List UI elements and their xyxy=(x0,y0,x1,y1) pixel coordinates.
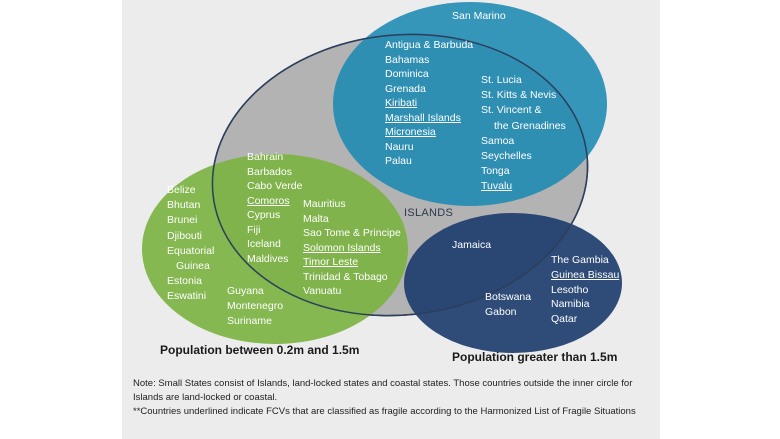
list-item: Samoa xyxy=(481,134,515,147)
list-item: Tonga xyxy=(481,165,510,178)
green-bottom-list: Guyana Montenegro Suriname xyxy=(227,284,283,328)
blue-left-list: Antigua & Barbuda Bahamas Dominica Grena… xyxy=(385,38,473,169)
list-item: Guinea xyxy=(176,260,210,273)
list-item: Palau xyxy=(385,155,412,167)
list-item: Cyprus xyxy=(247,209,281,221)
green-left-list: Belize Bhutan Brunei Djibouti Equatorial… xyxy=(167,183,214,305)
list-item: Maldives xyxy=(247,252,289,265)
list-item: Cabo Verde xyxy=(247,180,303,192)
list-item: Mauritius xyxy=(303,198,346,210)
list-item-fragile: Comoros xyxy=(247,194,290,207)
list-item-fragile: Solomon Islands xyxy=(303,241,381,254)
note-line-2: **Countries underlined indicate FCVs tha… xyxy=(133,406,636,417)
list-item: Trinidad & Tobago xyxy=(303,270,388,283)
list-item: Montenegro xyxy=(227,299,284,312)
list-item-fragile: Tuvalu xyxy=(481,180,513,193)
list-item: Bhutan xyxy=(167,199,201,212)
list-item: Djibouti xyxy=(167,229,203,242)
list-item: Iceland xyxy=(247,238,281,250)
islands-label: ISLANDS xyxy=(404,207,454,219)
list-item: Barbados xyxy=(247,165,292,178)
footnote: Note: Small States consist of Islands, l… xyxy=(133,377,643,419)
list-item-fragile: Micronesia xyxy=(385,126,436,138)
list-item: Estonia xyxy=(167,275,203,288)
list-item: Suriname xyxy=(227,314,272,327)
list-item: Botswana xyxy=(485,291,532,303)
list-item: Eswatini xyxy=(167,290,207,303)
blue-circle xyxy=(333,2,607,206)
list-item: Antigua & Barbuda xyxy=(385,39,474,51)
list-item: Bahrain xyxy=(247,151,284,163)
navy-mid-list: Botswana Gabon xyxy=(485,290,531,320)
list-item-fragile: Guinea Bissau xyxy=(551,268,620,281)
list-item: Dominica xyxy=(385,68,429,80)
list-item: Equatorial xyxy=(167,244,215,257)
list-item: Brunei xyxy=(167,214,198,227)
list-item: Malta xyxy=(303,212,329,225)
list-item: Fiji xyxy=(247,223,261,236)
list-item: Grenada xyxy=(385,82,426,95)
list-item: Bahamas xyxy=(385,53,430,66)
overlap-right-list: Mauritius Malta Sao Tome & Principe Solo… xyxy=(303,197,401,299)
list-item: Seychelles xyxy=(481,150,532,163)
list-item: The Gambia xyxy=(551,254,609,266)
list-item: Namibia xyxy=(551,298,590,311)
list-item: Sao Tome & Principe xyxy=(303,227,401,239)
list-item: Guyana xyxy=(227,285,264,297)
blue-right-list: St. Lucia St. Kitts & Nevis St. Vincent … xyxy=(481,73,566,195)
list-item: Nauru xyxy=(385,140,414,153)
note-line-1: Note: Small States consist of Islands, l… xyxy=(133,378,633,403)
list-item: St. Lucia xyxy=(481,74,522,86)
navy-right-list: The Gambia Guinea Bissau Lesotho Namibia… xyxy=(551,253,619,327)
list-item-fragile: Marshall Islands xyxy=(385,111,461,124)
list-item: St. Vincent & xyxy=(481,104,542,117)
list-item: Gabon xyxy=(485,306,517,318)
green-circle xyxy=(142,154,408,344)
list-item: Vanuatu xyxy=(303,285,342,297)
pop-small-label: Population between 0.2m and 1.5m xyxy=(160,343,360,357)
list-item-fragile: Timor Leste xyxy=(303,256,359,268)
jamaica-label: Jamaica xyxy=(452,239,492,251)
overlap-left-list: Bahrain Barbados Cabo Verde Comoros Cypr… xyxy=(247,150,302,266)
islands-outline xyxy=(211,33,589,317)
list-item: St. Kitts & Nevis xyxy=(481,89,557,102)
navy-circle xyxy=(404,213,622,353)
list-item: Qatar xyxy=(551,313,578,326)
pop-large-label: Population greater than 1.5m xyxy=(452,350,618,364)
list-item: Belize xyxy=(167,184,196,196)
list-item: Lesotho xyxy=(551,283,589,296)
list-item-fragile: Kiribati xyxy=(385,97,418,109)
list-item: the Grenadines xyxy=(494,119,566,132)
san-marino-label: San Marino xyxy=(452,10,506,22)
